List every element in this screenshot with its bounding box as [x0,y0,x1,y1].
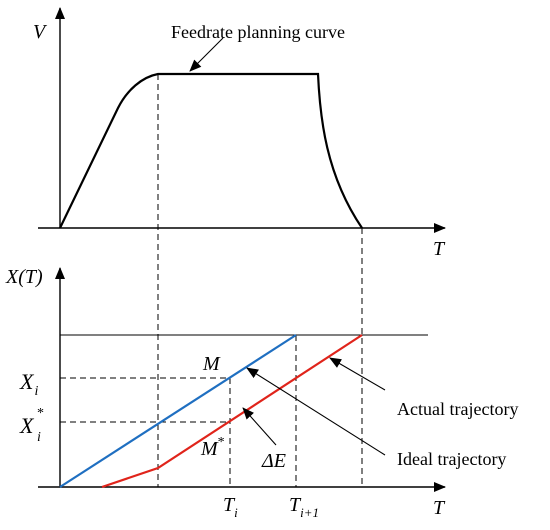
point-m-label: M [202,353,221,375]
t-i1-label: Ti+1 [289,494,319,520]
delta-e-label: ΔE [261,450,286,472]
t-i-label: Ti [223,494,238,520]
x-i-star-base: X [19,413,35,438]
x-i-star-sub: i [37,430,41,445]
point-m-star-label: M* [200,435,225,460]
x-i-base: X [19,369,35,394]
x-i-sub: i [34,384,38,399]
velocity-panel: V T Feedrate planning curve [33,7,446,260]
t-i-base: T [223,494,236,516]
t-i-sub: i [234,505,238,520]
x-t-axis-label: X(T) [5,266,43,288]
t-axis-bottom-label: T [433,497,446,519]
delta-e-pointer [242,407,277,446]
ideal-trajectory-label: Ideal trajectory [397,449,506,469]
actual-trajectory-pointer [329,357,386,391]
t-i1-sub: i+1 [300,505,319,520]
actual-trajectory-line [101,334,363,489]
projection-lines [60,74,363,487]
ideal-trajectory-pointer [246,367,386,456]
ideal-trajectory-line [59,334,297,488]
t-axis-top-label: T [433,238,446,260]
v-axis-label: V [33,21,48,43]
feedrate-curve-pointer [189,37,224,72]
t-i1-base: T [289,494,302,516]
x-i-star-sup: * [37,406,44,421]
point-m-star-sup: * [218,435,225,450]
actual-trajectory-label: Actual trajectory [397,399,518,419]
feedrate-planning-curve [59,72,363,229]
point-m-star-base: M [200,438,219,460]
feedrate-curve-label: Feedrate planning curve [171,22,345,42]
x-i-label: Xi [19,369,38,399]
trajectory-panel: X(T) T Xi X * i M M* ΔE Ti Ti+1 Actual t… [5,266,518,520]
